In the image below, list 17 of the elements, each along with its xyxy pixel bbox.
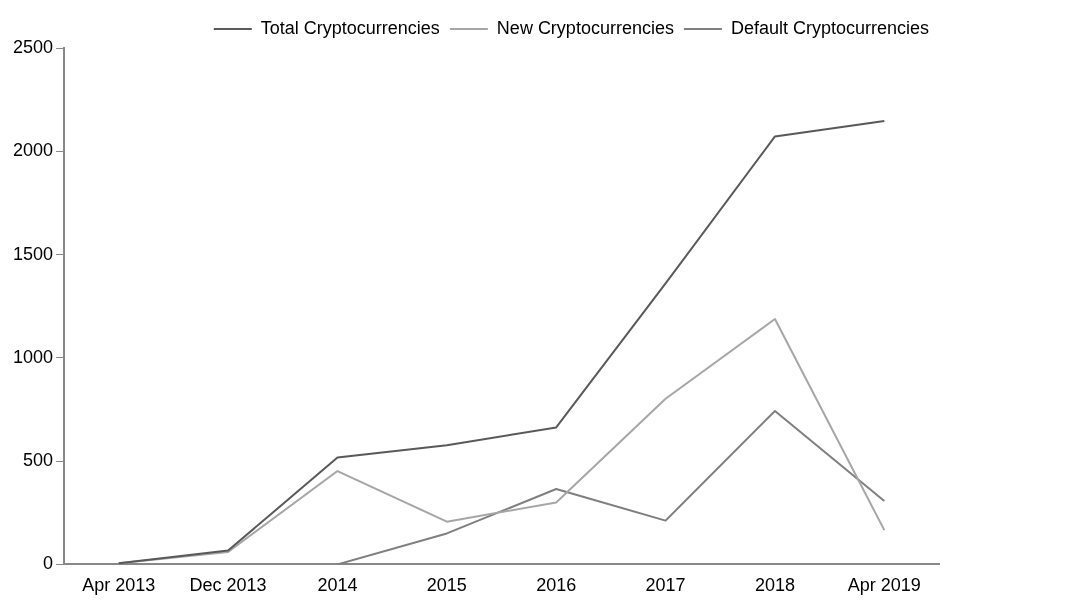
x-tick-label: Dec 2013: [189, 575, 267, 596]
legend-label: Default Cryptocurrencies: [730, 17, 930, 38]
x-tick-label: 2015: [426, 575, 467, 596]
y-tick-label: 2500: [13, 36, 54, 57]
x-tick-label: 2016: [536, 575, 577, 596]
x-tick-label: 2017: [645, 575, 686, 596]
y-tick-label: 0: [43, 553, 54, 574]
legend-label: New Cryptocurrencies: [496, 17, 674, 38]
x-tick-label: Apr 2019: [847, 575, 921, 596]
y-tick-label: 2000: [13, 140, 54, 161]
y-tick-label: 1500: [13, 243, 54, 264]
x-tick-label: 2018: [754, 575, 795, 596]
y-tick-label: 1000: [13, 346, 54, 367]
legend-label: Total Cryptocurrencies: [260, 17, 440, 38]
y-tick-label: 500: [23, 450, 54, 471]
x-tick-label: Apr 2013: [82, 575, 156, 596]
x-tick-label: 2014: [317, 575, 358, 596]
